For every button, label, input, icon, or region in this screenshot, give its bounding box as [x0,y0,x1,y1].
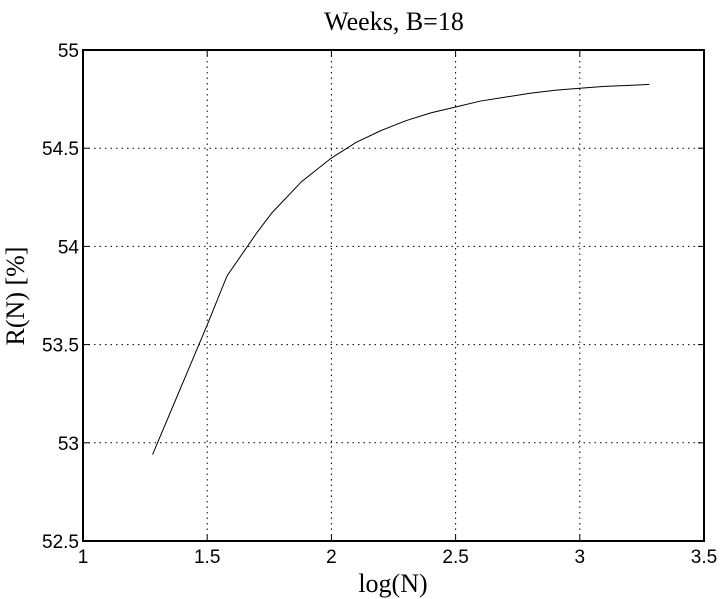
x-tick-label: 3 [575,547,586,568]
chart-title: Weeks, B=18 [324,7,464,36]
series-line [152,83,650,455]
x-tick-label: 1 [78,547,89,568]
y-axis-label: R(N) [%] [1,247,30,346]
y-tick-label: 54 [58,237,80,258]
x-axis-label: log(N) [358,569,427,598]
plot-frame [82,49,705,542]
y-tick-label: 53 [58,434,79,455]
axis-ticks: 1 1.5 2 2.5 3 3.5 52.5 53 53.5 54 54.5 55 [42,41,717,568]
grid [83,50,704,541]
x-tick-label: 3.5 [691,547,717,568]
x-tick-label: 2 [326,547,337,568]
y-tick-label: 54.5 [42,139,79,160]
y-tick-label: 55 [58,41,79,62]
x-tick-label: 2.5 [442,547,468,568]
y-tick-label: 53.5 [42,336,79,357]
x-tick-label: 1.5 [194,547,220,568]
y-tick-label: 52.5 [42,532,79,553]
series-layer [152,83,650,455]
